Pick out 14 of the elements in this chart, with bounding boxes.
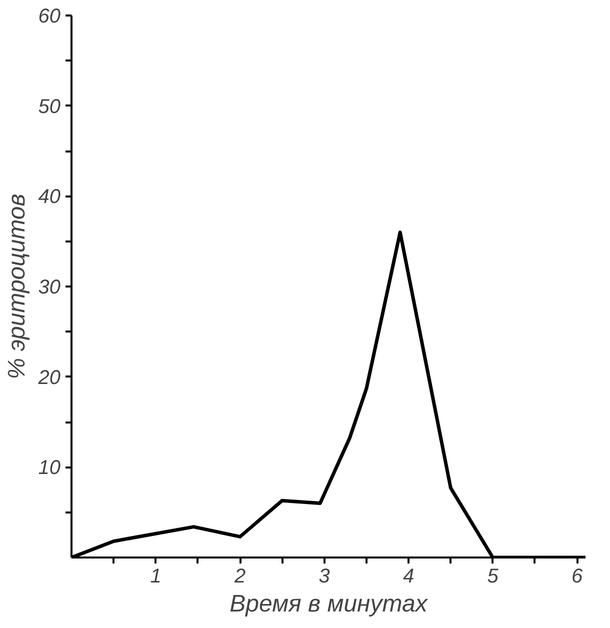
y-tick-label: 40 [38,186,61,208]
x-tick-label: 5 [487,566,500,588]
y-tick-label: 60 [38,6,61,28]
y-tick-label: 20 [37,366,61,389]
y-tick-label: 30 [38,276,61,298]
x-tick-label: 3 [318,566,330,588]
y-tick-label: 10 [38,457,61,480]
x-tick-label: 6 [572,566,584,588]
x-tick-label: 1 [150,566,162,588]
x-tick-label: 2 [233,566,246,588]
y-tick-label: 50 [38,96,61,118]
x-axis-title: Время в минутах [230,590,428,618]
y-axis-title: % эритроцитов [3,194,30,380]
x-tick-label: 4 [402,566,414,588]
